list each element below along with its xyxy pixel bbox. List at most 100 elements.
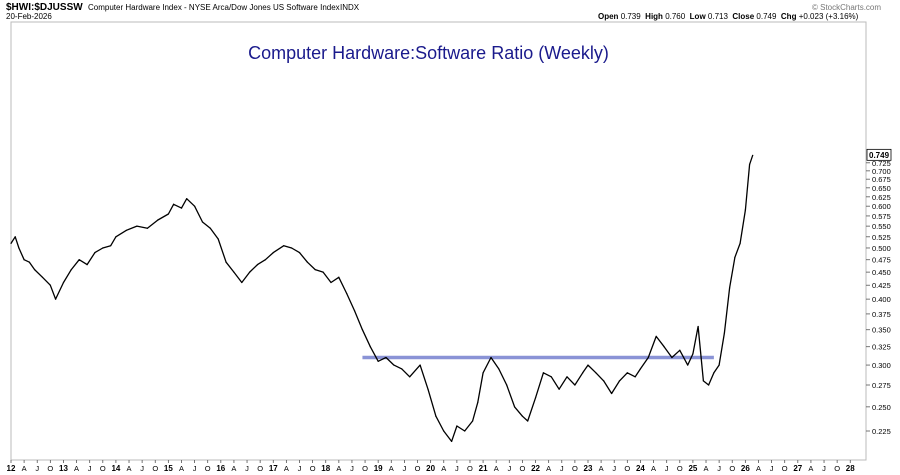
x-tick-label: 14 <box>111 464 120 473</box>
x-tick-label: O <box>782 464 788 473</box>
x-tick-label: O <box>257 464 263 473</box>
x-tick-label: 23 <box>584 464 593 473</box>
watermark-label: © StockCharts.com <box>812 3 882 12</box>
data-point <box>256 264 259 266</box>
quote-bar: Open 0.739 High 0.760 Low 0.713 Close 0.… <box>598 12 858 21</box>
data-point <box>233 271 235 273</box>
high-label: High <box>645 12 663 21</box>
date-label: 20-Feb-2026 <box>6 12 52 21</box>
data-point <box>427 388 429 390</box>
x-tick-label: J <box>770 464 774 473</box>
description-label: Computer Hardware Index - NYSE Arca/Dow … <box>88 3 340 12</box>
x-tick-label: J <box>560 464 564 473</box>
x-tick-label: 26 <box>741 464 750 473</box>
x-tick-label: O <box>362 464 368 473</box>
data-point <box>322 271 324 273</box>
x-tick-label: J <box>245 464 249 473</box>
low-value: 0.713 <box>707 12 728 21</box>
x-tick-label: J <box>140 464 144 473</box>
x-tick-label: J <box>822 464 826 473</box>
y-tick-label: 0.700 <box>872 167 891 176</box>
x-tick-label: O <box>572 464 578 473</box>
x-tick-label: 27 <box>793 464 802 473</box>
x-tick-label: A <box>808 464 813 473</box>
data-point <box>521 415 524 417</box>
x-tick-label: A <box>494 464 499 473</box>
data-point <box>41 276 44 278</box>
data-point <box>702 380 704 382</box>
data-point <box>115 236 117 238</box>
x-tick-label: O <box>520 464 526 473</box>
data-point <box>655 335 657 337</box>
data-point <box>291 247 293 249</box>
y-tick-label: 0.375 <box>872 310 891 319</box>
data-point <box>225 261 227 263</box>
series-line-0 <box>10 155 754 443</box>
data-point <box>217 238 219 240</box>
x-tick-label: A <box>599 464 604 473</box>
data-point <box>610 392 613 395</box>
data-point <box>193 205 196 207</box>
x-tick-label: A <box>127 464 132 473</box>
data-point <box>697 325 699 328</box>
data-point <box>49 284 51 286</box>
data-point <box>482 372 484 374</box>
data-point <box>671 356 673 359</box>
plot-frame <box>10 21 867 461</box>
chg-value: +0.023 (+3.16%) <box>798 12 859 21</box>
data-point <box>679 349 681 351</box>
x-tick-label: J <box>193 464 197 473</box>
y-tick-label: 0.625 <box>872 193 891 202</box>
y-tick-label: 0.650 <box>872 184 891 193</box>
data-point <box>692 353 694 355</box>
data-point <box>102 247 104 249</box>
x-tick-label: J <box>403 464 407 473</box>
open-label: Open <box>598 12 619 21</box>
data-point <box>10 242 12 245</box>
data-point <box>603 380 605 382</box>
x-tick-label: O <box>415 464 421 473</box>
data-point <box>587 364 589 366</box>
data-point <box>566 376 568 378</box>
data-point <box>663 346 665 348</box>
x-tick-label: 28 <box>846 464 855 473</box>
x-tick-label: 24 <box>636 464 645 473</box>
x-tick-label: 18 <box>321 464 330 473</box>
data-point <box>443 430 445 432</box>
data-point <box>506 384 508 386</box>
x-tick-label: A <box>651 464 656 473</box>
data-point <box>582 372 584 374</box>
x-tick-label: 12 <box>7 464 16 473</box>
data-point <box>687 364 689 366</box>
data-point <box>464 430 466 432</box>
x-tick-label: 16 <box>216 464 225 473</box>
y-tick-label: 0.475 <box>872 256 891 265</box>
x-tick-label: A <box>704 464 709 473</box>
x-tick-label: 19 <box>374 464 383 473</box>
open-value: 0.739 <box>620 12 641 21</box>
data-point <box>136 225 138 227</box>
data-point <box>272 252 274 254</box>
x-tick-label: O <box>624 464 630 473</box>
close-value: 0.749 <box>756 12 777 21</box>
data-point <box>361 329 364 331</box>
y-tick-label: 0.325 <box>872 343 891 352</box>
x-tick-label: A <box>336 464 341 473</box>
close-label: Close <box>732 12 755 21</box>
data-point <box>718 364 720 366</box>
data-point <box>298 252 301 254</box>
x-tick-label: J <box>612 464 616 473</box>
data-point <box>527 420 529 422</box>
data-point <box>744 209 746 211</box>
data-point <box>28 261 30 263</box>
x-tick-label: 21 <box>479 464 488 473</box>
data-point <box>713 372 715 374</box>
x-tick-label: 25 <box>688 464 697 473</box>
data-point <box>451 440 453 443</box>
y-tick-label: 0.300 <box>872 361 891 370</box>
data-point <box>558 388 560 390</box>
x-tick-label: J <box>88 464 92 473</box>
y-tick-label: 0.350 <box>872 326 891 335</box>
x-tick-label: O <box>205 464 211 473</box>
